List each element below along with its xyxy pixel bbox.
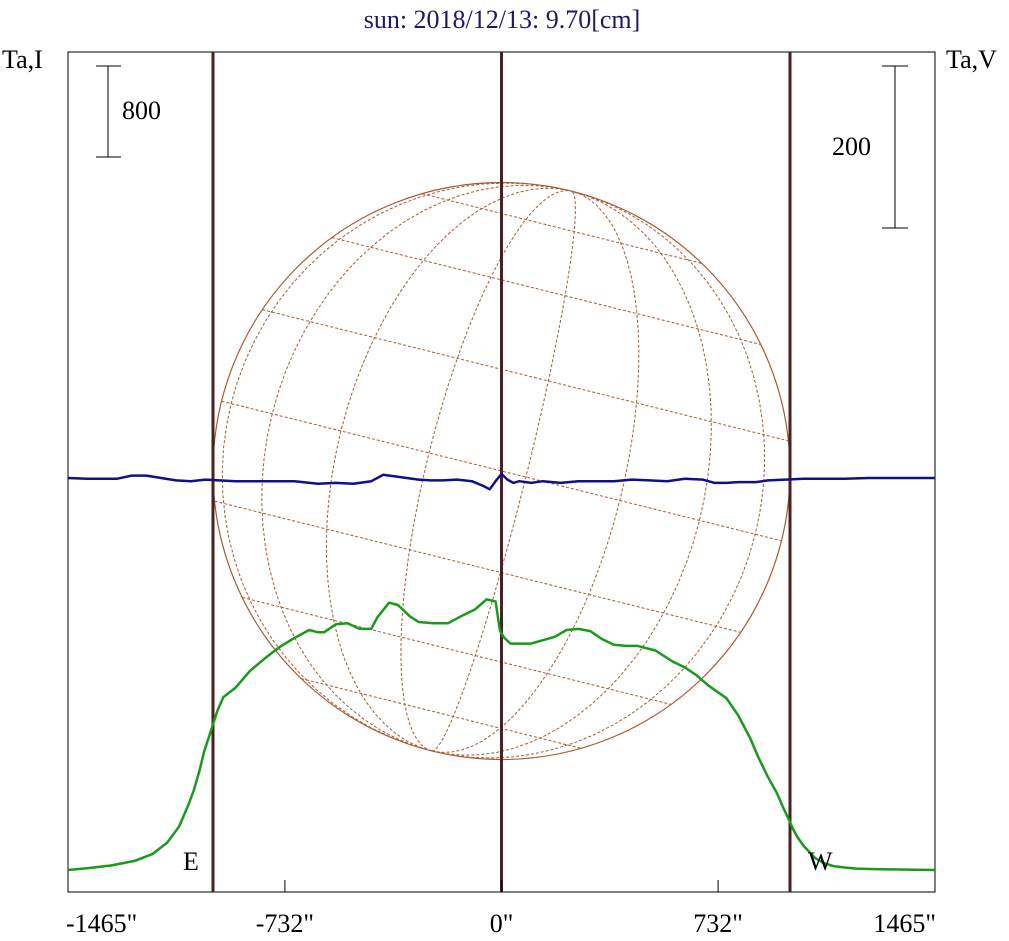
- parallel-line: [262, 309, 789, 442]
- x-tick-label: 732": [693, 909, 743, 938]
- x-tick-label: 1465": [873, 909, 936, 938]
- limb-west-label: W: [808, 847, 833, 876]
- limb-east-label: E: [183, 847, 199, 876]
- meridian-line: [431, 190, 640, 753]
- parallel-line: [221, 400, 782, 542]
- meridian-line: [261, 184, 572, 752]
- meridian-line: [325, 187, 572, 752]
- x-axis-ticks: -1465" -732" 0" 732" 1465": [66, 880, 936, 938]
- y-axis-label-right: Ta,V: [946, 45, 997, 74]
- series-polarization-line: [67, 472, 935, 491]
- parallel-line: [300, 678, 582, 749]
- meridian-line: [221, 182, 572, 752]
- parallel-line: [421, 193, 703, 264]
- scale-bar-right-label: 200: [832, 132, 871, 161]
- scale-bar-left-label: 800: [122, 96, 161, 125]
- parallel-line: [214, 500, 741, 633]
- limb-lines: [211, 52, 792, 892]
- meridian-line: [431, 190, 712, 756]
- x-tick-label: -1465": [66, 909, 137, 938]
- chart-title: sun: 2018/12/13: 9.70[cm]: [364, 5, 641, 34]
- meridian-line: [431, 190, 766, 759]
- meridian-line: [400, 189, 572, 752]
- series-intensity-line: [67, 598, 936, 872]
- scale-bar-right: [882, 65, 908, 229]
- x-tick-label: -732": [256, 909, 314, 938]
- scale-bar-left: [96, 65, 121, 158]
- parallel-line: [331, 237, 761, 346]
- x-tick-label: 0": [490, 909, 514, 938]
- parallel-line: [242, 596, 672, 705]
- y-axis-label-left: Ta,I: [2, 45, 43, 74]
